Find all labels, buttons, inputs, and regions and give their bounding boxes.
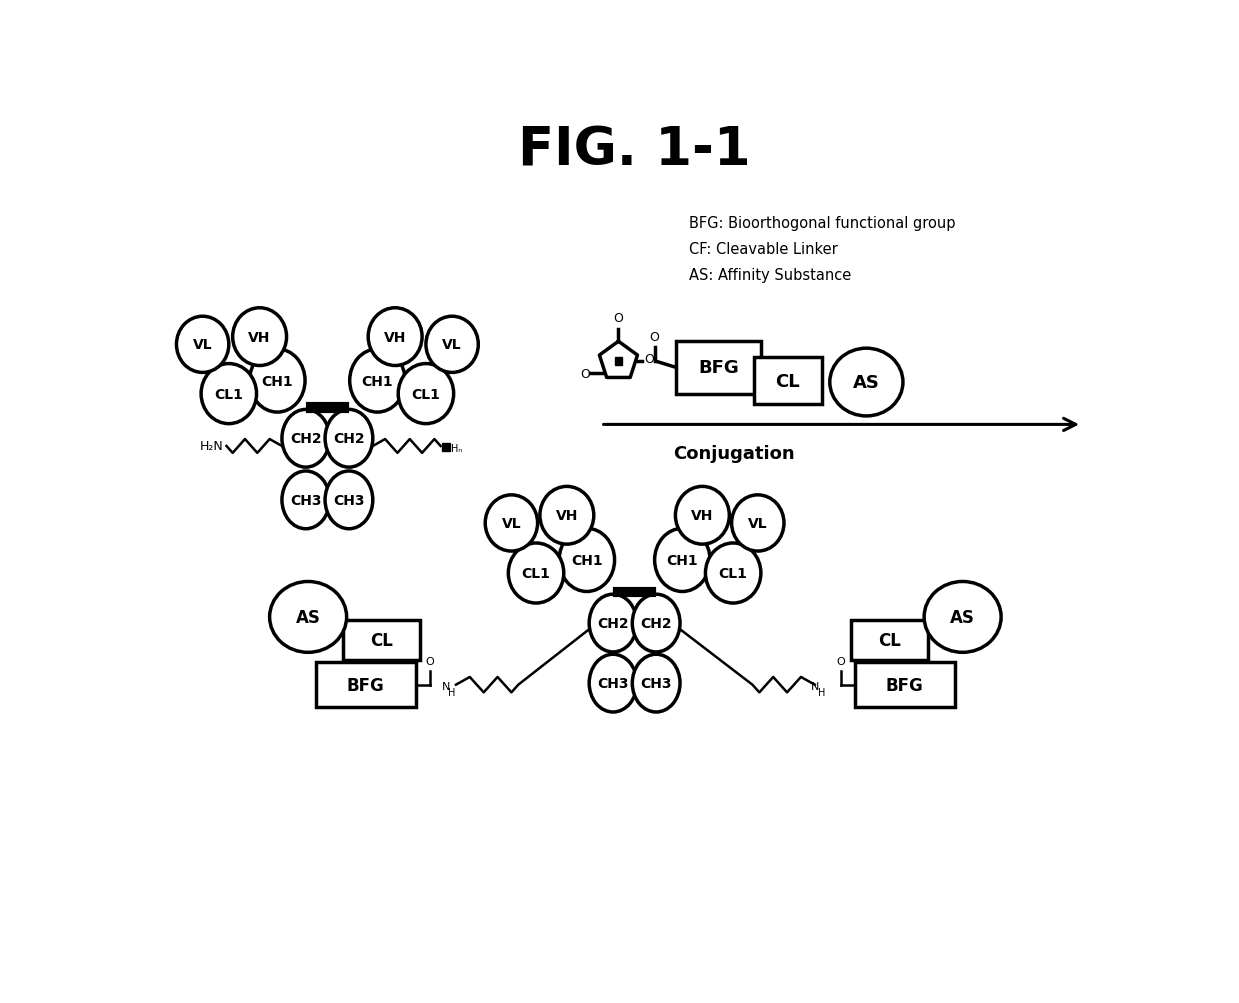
Text: O: O (649, 330, 659, 343)
Ellipse shape (349, 350, 405, 412)
Text: BFG: Bioorthogonal functional group
CF: Cleavable Linker
AS: Affinity Substance: BFG: Bioorthogonal functional group CF: … (689, 216, 955, 282)
Text: CH3: CH3 (290, 493, 322, 508)
Ellipse shape (559, 529, 615, 592)
Text: CL1: CL1 (411, 387, 440, 401)
Bar (615, 358, 622, 366)
Ellipse shape (249, 350, 305, 412)
Bar (316, 663, 416, 707)
Bar (855, 663, 955, 707)
Ellipse shape (632, 595, 680, 652)
Ellipse shape (675, 486, 730, 545)
Text: AS: AS (950, 608, 975, 626)
Ellipse shape (282, 471, 330, 530)
Text: H: H (449, 688, 456, 698)
Text: VH: VH (249, 330, 271, 344)
Text: CH3: CH3 (641, 676, 672, 690)
Text: CL: CL (878, 631, 901, 649)
Text: CH2: CH2 (333, 432, 364, 445)
Text: O: O (613, 312, 623, 325)
Ellipse shape (325, 410, 373, 467)
Text: H₂N: H₂N (199, 440, 223, 453)
Text: VL: VL (442, 338, 462, 352)
Bar (343, 621, 420, 660)
Ellipse shape (508, 544, 564, 604)
Ellipse shape (590, 595, 637, 652)
Text: O: O (580, 367, 590, 380)
Text: H: H (818, 688, 825, 698)
Text: N: N (812, 681, 819, 691)
Text: CH2: CH2 (290, 432, 322, 445)
Text: CH1: CH1 (261, 374, 294, 388)
Text: CH2: CH2 (641, 617, 672, 631)
Ellipse shape (176, 317, 229, 373)
Text: VH: VH (555, 509, 579, 523)
Text: BFG: BFG (347, 676, 385, 694)
Text: O: O (644, 353, 654, 366)
Ellipse shape (201, 364, 256, 424)
Bar (676, 342, 761, 394)
Text: BFG: BFG (886, 676, 924, 694)
Text: VL: VL (193, 338, 212, 352)
Ellipse shape (705, 544, 761, 604)
Text: AS: AS (852, 374, 880, 391)
Text: CL: CL (369, 631, 393, 649)
Text: Hₙ: Hₙ (451, 443, 462, 453)
Text: CL1: CL1 (214, 387, 243, 401)
Ellipse shape (398, 364, 453, 424)
Text: VL: VL (502, 517, 522, 531)
Ellipse shape (731, 495, 784, 552)
Text: N: N (442, 681, 451, 691)
Text: VH: VH (384, 330, 406, 344)
Ellipse shape (486, 495, 538, 552)
Ellipse shape (540, 486, 593, 545)
Text: VH: VH (691, 509, 714, 523)
Text: FIG. 1-1: FIG. 1-1 (518, 124, 751, 177)
Text: CL1: CL1 (719, 567, 747, 581)
Ellipse shape (368, 309, 422, 366)
Ellipse shape (924, 582, 1001, 653)
Text: VL: VL (748, 517, 768, 531)
Ellipse shape (632, 655, 680, 712)
Text: CH1: CH1 (362, 374, 393, 388)
Text: CL: CL (776, 372, 800, 390)
Bar (442, 443, 450, 451)
Text: CL1: CL1 (522, 567, 550, 581)
Text: O: O (425, 657, 434, 667)
Text: CH3: CH3 (333, 493, 364, 508)
Text: CH3: CH3 (597, 676, 628, 690)
Ellipse shape (325, 471, 373, 530)
Ellipse shape (830, 349, 903, 416)
Bar (851, 621, 928, 660)
Ellipse shape (282, 410, 330, 467)
Text: Conjugation: Conjugation (673, 444, 794, 462)
Ellipse shape (233, 309, 286, 366)
Ellipse shape (654, 529, 710, 592)
Ellipse shape (590, 655, 637, 712)
Text: O: O (836, 657, 845, 667)
Text: AS: AS (296, 608, 321, 626)
Text: CH1: CH1 (667, 554, 698, 568)
Text: CH2: CH2 (597, 617, 629, 631)
Text: CH1: CH1 (571, 554, 602, 568)
Bar (755, 358, 821, 404)
Ellipse shape (426, 317, 478, 373)
Text: BFG: BFG (698, 359, 738, 377)
Ellipse shape (270, 582, 347, 653)
